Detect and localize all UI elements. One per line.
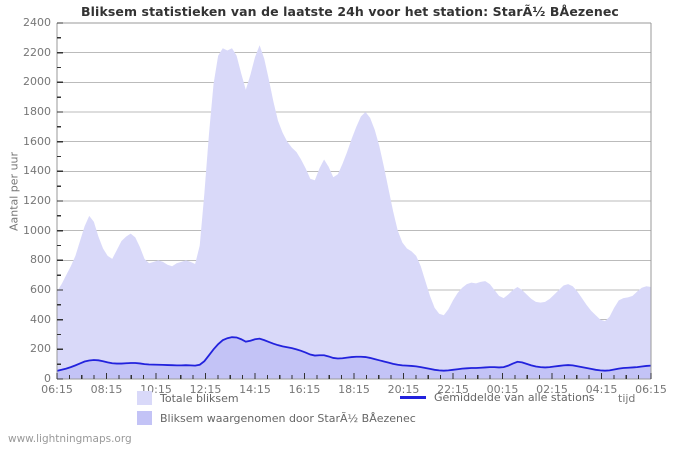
x-tick-label: 04:15 bbox=[585, 383, 618, 396]
x-axis-label: tijd bbox=[618, 392, 636, 405]
y-tick-label: 2200 bbox=[23, 45, 51, 59]
y-tick-label: 2400 bbox=[23, 16, 51, 29]
legend-item-total: Totale bliksem bbox=[137, 391, 239, 405]
y-tick-label: 1600 bbox=[23, 134, 51, 148]
legend-line-average bbox=[400, 396, 426, 399]
x-tick-label: 00:15 bbox=[486, 383, 519, 396]
y-tick-label: 1000 bbox=[23, 223, 51, 237]
legend-label-average: Gemiddelde van alle stations bbox=[434, 391, 595, 404]
x-tick-label: 20:15 bbox=[387, 383, 420, 396]
x-tick-label: 14:15 bbox=[239, 383, 271, 396]
y-tick-label: 2000 bbox=[23, 75, 51, 89]
y-tick-label: 1400 bbox=[23, 164, 51, 178]
x-tick-label: 02:15 bbox=[536, 383, 568, 396]
y-tick-label: 800 bbox=[30, 253, 51, 267]
x-tick-label: 06:15 bbox=[635, 383, 667, 396]
x-tick-label: 12:15 bbox=[189, 383, 222, 396]
footer-watermark: www.lightningmaps.org bbox=[8, 433, 132, 445]
legend-item-average: Gemiddelde van alle stations bbox=[400, 391, 595, 404]
x-tick-label: 22:15 bbox=[437, 383, 469, 396]
y-tick-label: 1800 bbox=[23, 105, 51, 118]
legend-swatch-station bbox=[137, 411, 152, 425]
chart-title: Bliksem statistieken van de laatste 24h … bbox=[81, 4, 619, 19]
x-tick-label: 06:15 bbox=[41, 383, 73, 396]
chart-legend: Totale bliksem Gemiddelde van alle stati… bbox=[0, 389, 700, 435]
y-tick-label: 400 bbox=[30, 312, 51, 326]
legend-label-total: Totale bliksem bbox=[160, 391, 239, 405]
x-tick-label: 16:15 bbox=[288, 383, 321, 396]
legend-item-station: Bliksem waargenomen door StarÃ½ BÅezenec bbox=[137, 411, 416, 425]
y-tick-label: 0 bbox=[44, 372, 51, 385]
y-tick-label: 200 bbox=[30, 342, 51, 356]
y-tick-label: 1200 bbox=[23, 194, 51, 207]
x-tick-label: 18:15 bbox=[338, 383, 370, 396]
y-tick-label: 600 bbox=[30, 283, 51, 296]
legend-label-station: Bliksem waargenomen door StarÃ½ BÅezenec bbox=[160, 411, 416, 425]
legend-swatch-total bbox=[137, 391, 152, 405]
x-tick-label: 08:15 bbox=[90, 383, 123, 396]
